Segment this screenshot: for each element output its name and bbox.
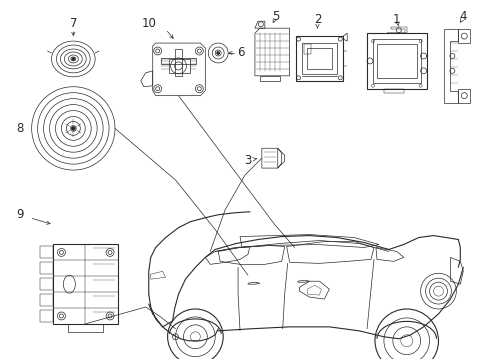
Text: 10: 10 [141, 17, 156, 30]
Text: 3: 3 [245, 154, 252, 167]
Text: 5: 5 [272, 10, 279, 23]
Text: 7: 7 [70, 17, 77, 30]
Text: 1: 1 [393, 13, 400, 26]
Text: 8: 8 [16, 122, 24, 135]
Text: 9: 9 [16, 208, 24, 221]
Text: 4: 4 [460, 10, 467, 23]
Text: 2: 2 [314, 13, 321, 26]
Circle shape [72, 126, 75, 130]
Text: 6: 6 [237, 46, 245, 59]
Circle shape [72, 58, 75, 60]
Circle shape [217, 51, 220, 54]
